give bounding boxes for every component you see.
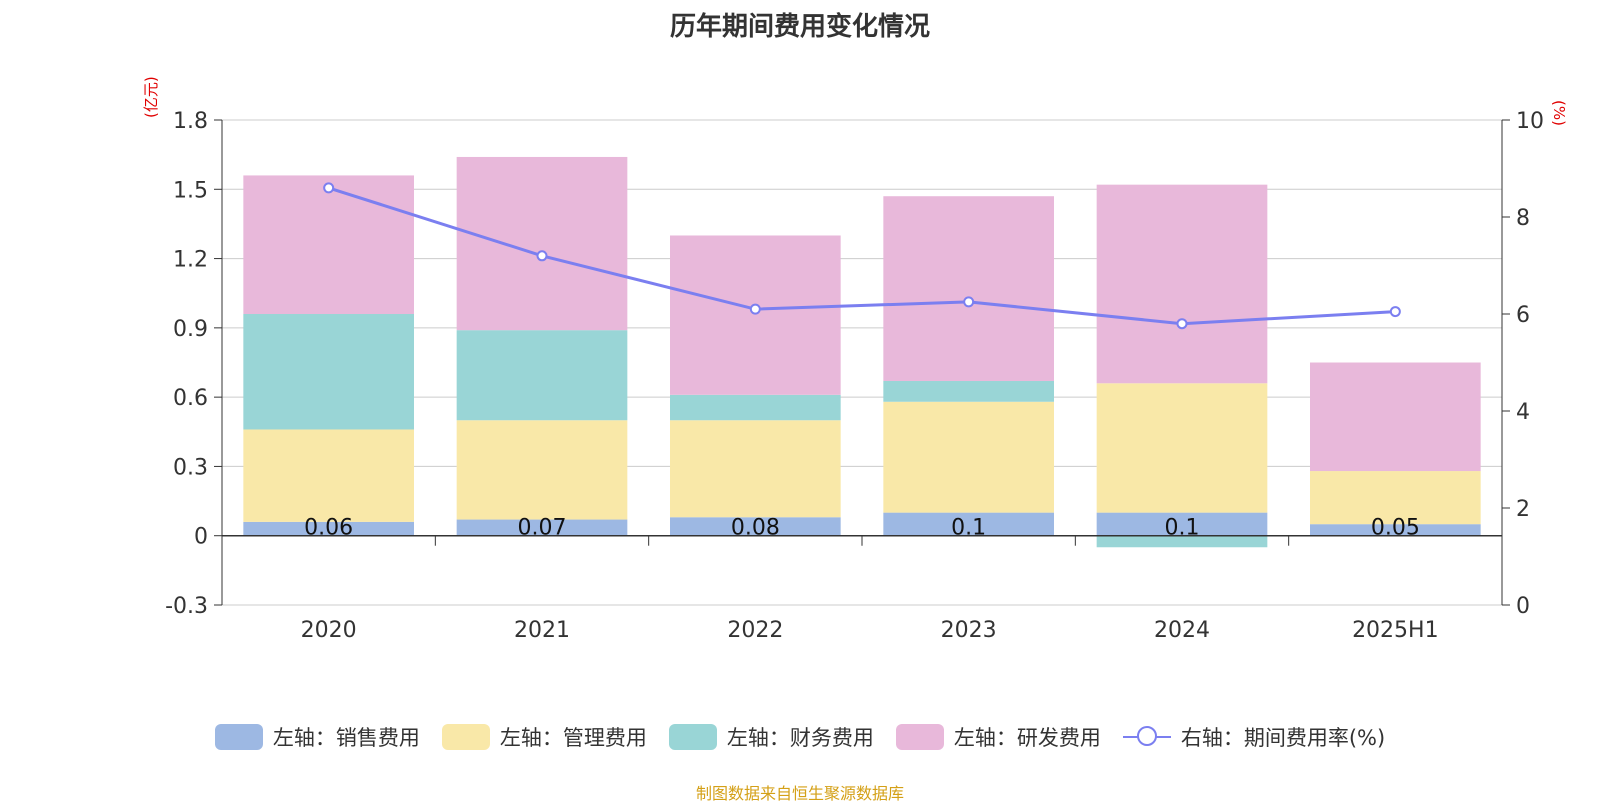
right-tick-label: 2 <box>1516 497 1530 522</box>
legend-item[interactable]: 左轴：研发费用 <box>895 722 1101 752</box>
data-label: 0.07 <box>518 516 567 541</box>
bar-左轴：管理费用-2024 <box>1096 383 1268 513</box>
left-tick-label: 0.3 <box>173 455 208 480</box>
legend-swatch <box>1122 724 1171 750</box>
source-note: 制图数据来自恒生聚源数据库 <box>695 784 904 803</box>
line-point <box>1176 318 1188 330</box>
bar-左轴：财务费用-2023 <box>883 380 1054 402</box>
bar-左轴：财务费用-2024 <box>1096 535 1268 548</box>
left-tick-label: 0 <box>194 525 208 550</box>
bar-左轴：财务费用-2021 <box>456 330 628 421</box>
legend-label: 左轴：销售费用 <box>272 726 420 750</box>
category-label: 2025H1 <box>1352 618 1439 643</box>
right-tick-label: 6 <box>1516 303 1530 328</box>
bar-左轴：管理费用-2022 <box>670 420 841 518</box>
bar-左轴：销售费用-2024 <box>1096 512 1268 536</box>
bar-左轴：管理费用-2025H1 <box>1310 471 1481 525</box>
bar-左轴：研发费用-2020 <box>243 175 414 314</box>
legend-label: 左轴：财务费用 <box>726 726 874 750</box>
bar-左轴：管理费用-2023 <box>883 401 1054 513</box>
bar-左轴：财务费用-2022 <box>670 394 841 421</box>
line-point <box>536 250 548 262</box>
category-label: 2023 <box>941 618 997 643</box>
legend-item[interactable]: 左轴：财务费用 <box>668 722 874 752</box>
legend-swatch <box>668 724 717 750</box>
bar-左轴：研发费用-2022 <box>670 235 841 395</box>
chart-title: 历年期间费用变化情况 <box>669 12 930 42</box>
line-series <box>328 186 1396 326</box>
left-tick-label: 0.6 <box>173 386 208 411</box>
line-point <box>963 296 975 308</box>
data-label: 0.06 <box>304 516 353 541</box>
left-tick-label: -0.3 <box>165 594 208 619</box>
bar-左轴：研发费用-2021 <box>456 156 628 331</box>
bar-左轴：销售费用-2023 <box>883 512 1054 536</box>
bar-左轴：销售费用-2022 <box>670 517 841 536</box>
data-label: 0.08 <box>731 516 780 541</box>
bar-左轴：财务费用-2020 <box>243 314 414 430</box>
data-label: 0.1 <box>951 516 986 541</box>
data-label: 0.05 <box>1371 516 1420 541</box>
bar-左轴：销售费用-2021 <box>456 519 628 536</box>
bar-左轴：研发费用-2024 <box>1096 184 1268 384</box>
legend-swatch <box>214 724 263 750</box>
left-tick-label: 1.8 <box>173 109 208 134</box>
legend-label: 右轴：期间费用率(%) <box>1180 726 1386 750</box>
category-label: 2022 <box>727 618 783 643</box>
legend-item[interactable]: 右轴：期间费用率(%) <box>1122 722 1386 752</box>
bar-左轴：管理费用-2020 <box>243 429 414 522</box>
bar-左轴：管理费用-2021 <box>456 420 628 520</box>
right-tick-label: 0 <box>1516 594 1530 619</box>
legend-label: 左轴：研发费用 <box>953 726 1101 750</box>
right-tick-label: 10 <box>1516 109 1544 134</box>
legend-swatch <box>441 724 490 750</box>
left-tick-label: 1.5 <box>173 178 208 203</box>
bar-左轴：研发费用-2025H1 <box>1310 362 1481 472</box>
right-tick-label: 8 <box>1516 206 1530 231</box>
line-point <box>323 182 335 194</box>
line-point <box>1389 306 1401 318</box>
left-tick-label: 0.9 <box>173 317 208 342</box>
line-point <box>749 303 761 315</box>
data-label: 0.1 <box>1165 516 1200 541</box>
category-label: 2021 <box>514 618 570 643</box>
category-label: 2020 <box>301 618 357 643</box>
category-label: 2024 <box>1154 618 1210 643</box>
legend-item[interactable]: 左轴：销售费用 <box>214 722 420 752</box>
legend-swatch <box>895 724 944 750</box>
right-tick-label: 4 <box>1516 400 1530 425</box>
legend-item[interactable]: 左轴：管理费用 <box>441 722 647 752</box>
bar-左轴：销售费用-2025H1 <box>1310 524 1481 536</box>
bar-左轴：研发费用-2023 <box>883 196 1054 381</box>
bar-左轴：销售费用-2020 <box>243 521 414 536</box>
legend-label: 左轴：管理费用 <box>499 726 647 750</box>
left-tick-label: 1.2 <box>173 248 208 273</box>
legend: 左轴：销售费用 左轴：管理费用 左轴：财务费用 左轴：研发费用 右轴：期间费用率(%) <box>0 722 1600 752</box>
